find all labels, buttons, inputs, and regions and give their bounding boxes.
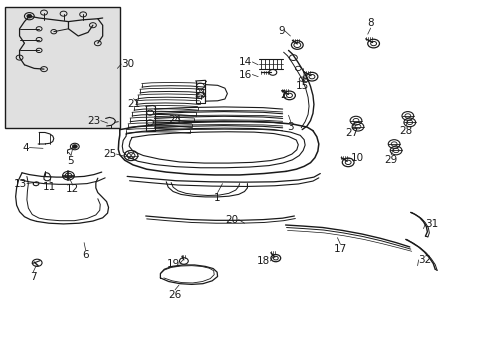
Text: 6: 6 (82, 250, 89, 260)
Text: 22: 22 (193, 89, 207, 99)
Text: 8: 8 (366, 18, 373, 28)
Text: 14: 14 (239, 57, 252, 67)
Text: 13: 13 (14, 179, 27, 189)
Text: 6: 6 (300, 75, 307, 85)
Text: 31: 31 (425, 219, 438, 229)
Text: 7: 7 (30, 272, 37, 282)
Text: 15: 15 (295, 81, 308, 91)
Text: 32: 32 (418, 255, 431, 265)
Text: 26: 26 (168, 290, 182, 300)
Text: 23: 23 (87, 116, 101, 126)
Text: 19: 19 (166, 258, 180, 269)
Text: 2: 2 (280, 90, 286, 100)
Text: 20: 20 (225, 215, 238, 225)
Text: 18: 18 (257, 256, 270, 266)
Text: 5: 5 (67, 156, 74, 166)
Circle shape (27, 14, 32, 18)
Text: 4: 4 (22, 143, 29, 153)
Text: 28: 28 (398, 126, 412, 136)
Text: 25: 25 (103, 149, 116, 159)
Text: 1: 1 (214, 193, 221, 203)
Text: 3: 3 (287, 122, 294, 132)
Text: 16: 16 (239, 69, 252, 80)
Text: 24: 24 (168, 115, 182, 125)
Text: 11: 11 (43, 182, 57, 192)
Text: 9: 9 (277, 26, 284, 36)
Text: 30: 30 (121, 59, 134, 69)
Text: 10: 10 (350, 153, 364, 163)
Text: 12: 12 (65, 184, 79, 194)
Text: 21: 21 (126, 99, 140, 109)
Circle shape (72, 145, 77, 148)
Text: 17: 17 (333, 244, 346, 254)
Text: 29: 29 (384, 155, 397, 165)
FancyBboxPatch shape (5, 7, 120, 128)
Text: 27: 27 (345, 128, 358, 138)
